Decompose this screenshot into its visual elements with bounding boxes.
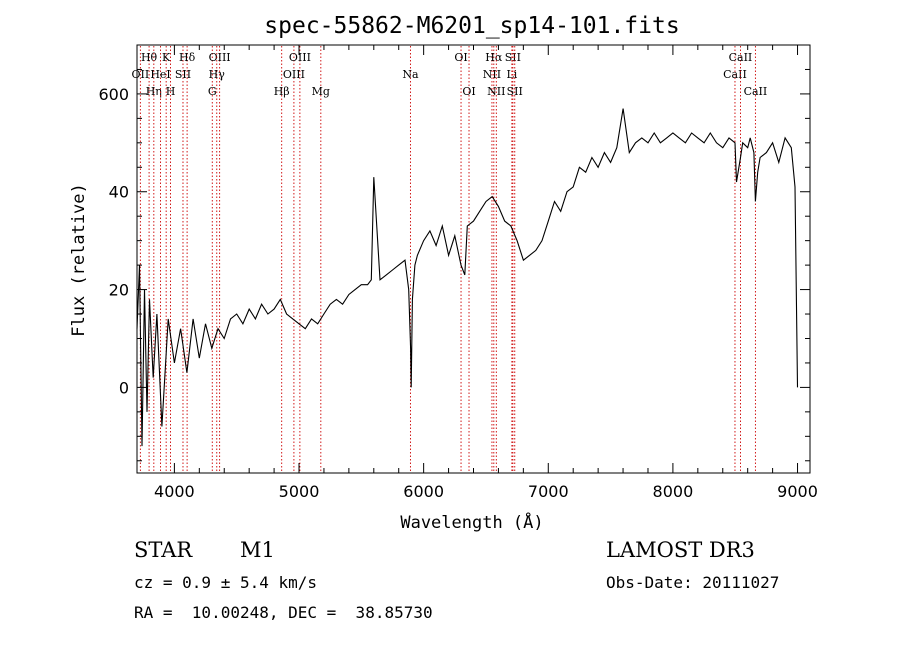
line-label-25: CaII xyxy=(729,51,753,64)
y-tick-label: 0 xyxy=(119,378,129,397)
x-tick-label: 4000 xyxy=(154,482,195,501)
x-axis-label: Wavelength (Å) xyxy=(400,511,543,533)
x-tick-label: 7000 xyxy=(528,482,569,501)
line-label-26: CaII xyxy=(744,85,768,98)
axis-ticks: 4000 5000 6000 7000 8000 9000 0 20 40 600 xyxy=(98,45,818,501)
object-class: STAR xyxy=(134,538,193,562)
line-label-15: Na xyxy=(402,68,419,81)
line-label-19: Hα xyxy=(485,51,503,64)
line-label-1: OII xyxy=(132,68,150,81)
line-label-4: K xyxy=(162,51,171,64)
x-tick-label: 9000 xyxy=(777,482,818,501)
plot-frame xyxy=(136,44,811,474)
line-label-23: SII xyxy=(507,85,523,98)
spectrum-chart: spec-55862-M6201_sp14-101.fits Hθ OII Hη He… xyxy=(69,13,818,533)
line-label-21: Li xyxy=(506,68,517,81)
line-label-16: OI xyxy=(454,51,467,64)
x-tick-label: 6000 xyxy=(403,482,444,501)
line-label-14: Mg xyxy=(312,85,330,98)
line-label-11: Hβ xyxy=(274,85,290,98)
survey-name: LAMOST DR3 xyxy=(606,538,755,562)
obs-date: Obs-Date: 20111027 xyxy=(606,573,780,592)
line-label-5: H xyxy=(166,85,176,98)
x-tick-label: 8000 xyxy=(653,482,694,501)
line-label-20: NII xyxy=(487,85,505,98)
y-tick-label: 600 xyxy=(98,85,129,104)
line-label-12: OIII xyxy=(283,68,305,81)
y-tick-label: 40 xyxy=(109,183,129,202)
line-label-6: SII xyxy=(175,68,191,81)
line-label-24: CaII xyxy=(723,68,747,81)
line-label-18: NII xyxy=(483,68,501,81)
ra-dec: RA = 10.00248, DEC = 38.85730 xyxy=(134,603,433,622)
spectral-line-markers: Hθ OII Hη HeI K H SII Hδ G OIII Hγ Hβ OIII OIII Mg Na OI… xyxy=(132,46,768,472)
chart-title: spec-55862-M6201_sp14-101.fits xyxy=(264,13,679,39)
line-label-13: OIII xyxy=(289,51,311,64)
redshift-cz: cz = 0.9 ± 5.4 km/s xyxy=(134,573,318,592)
line-label-17: OI xyxy=(462,85,475,98)
line-label-22: SII xyxy=(505,51,521,64)
flux-series xyxy=(136,108,799,447)
object-subclass: M1 xyxy=(240,538,275,562)
line-label-7: Hδ xyxy=(179,51,196,64)
flux-line xyxy=(136,108,799,447)
line-label-8: G xyxy=(208,85,217,98)
line-label-0: Hθ xyxy=(141,51,158,64)
line-label-9: OIII xyxy=(209,51,231,64)
line-label-3: HeI xyxy=(150,68,170,81)
x-tick-label: 5000 xyxy=(279,482,320,501)
line-label-2: Hη xyxy=(146,85,162,98)
y-axis-label: Flux (relative) xyxy=(69,183,89,337)
line-label-10: Hγ xyxy=(209,68,226,81)
y-tick-label: 20 xyxy=(109,281,129,300)
